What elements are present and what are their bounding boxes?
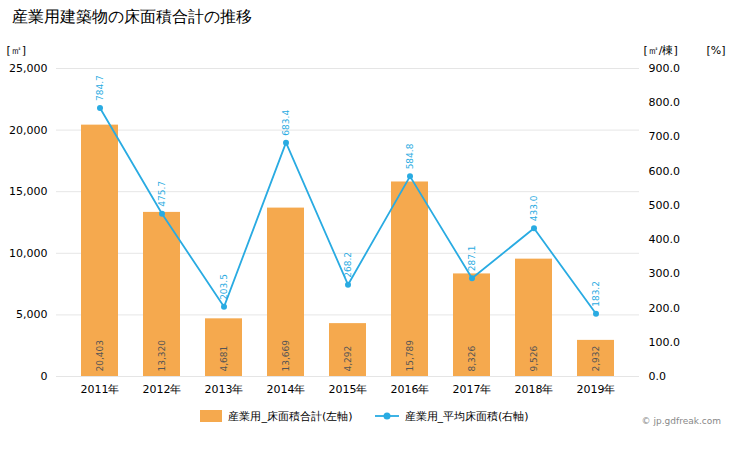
svg-text:[%]: [%] <box>706 44 725 57</box>
svg-text:2013年: 2013年 <box>205 383 244 396</box>
svg-text:2011年: 2011年 <box>81 383 120 396</box>
html-text:産業用_床面積合計(左軸): 産業用_床面積合計(左軸) <box>228 409 353 423</box>
svg-text:2017年: 2017年 <box>453 383 492 396</box>
svg-text:20,403: 20,403 <box>95 340 105 372</box>
svg-text:683.4: 683.4 <box>281 110 291 136</box>
svg-text:268.2: 268.2 <box>343 252 353 278</box>
svg-text:10,000: 10,000 <box>9 247 48 260</box>
svg-text:600.0: 600.0 <box>649 165 681 178</box>
svg-text:433.0: 433.0 <box>529 195 539 221</box>
svg-text:2012年: 2012年 <box>143 383 182 396</box>
svg-text:700.0: 700.0 <box>649 130 681 143</box>
svg-text:2015年: 2015年 <box>329 383 368 396</box>
svg-text:2016年: 2016年 <box>391 383 430 396</box>
svg-text:[㎡/棟]: [㎡/棟] <box>644 44 678 57</box>
html-text:産業用建築物の床面積合計の推移: 産業用建築物の床面積合計の推移 <box>12 7 252 26</box>
svg-text:784.7: 784.7 <box>95 75 105 101</box>
svg-text:800.0: 800.0 <box>649 96 681 109</box>
svg-text:2019年: 2019年 <box>577 383 616 396</box>
svg-text:500.0: 500.0 <box>649 199 681 212</box>
svg-text:100.0: 100.0 <box>649 336 681 349</box>
svg-text:0: 0 <box>41 370 48 383</box>
svg-text:475.7: 475.7 <box>157 181 167 207</box>
svg-text:200.0: 200.0 <box>649 302 681 315</box>
svg-text:13,320: 13,320 <box>157 340 167 372</box>
svg-text:8,326: 8,326 <box>467 345 477 371</box>
svg-text:25,000: 25,000 <box>9 62 48 75</box>
svg-text:20,000: 20,000 <box>9 124 48 137</box>
svg-text:9,526: 9,526 <box>529 345 539 371</box>
html-text:産業用_平均床面積(右軸): 産業用_平均床面積(右軸) <box>404 409 529 423</box>
html-text:© jp.gdfreak.com: © jp.gdfreak.com <box>641 416 721 426</box>
svg-text:2,932: 2,932 <box>591 346 601 372</box>
svg-text:400.0: 400.0 <box>649 233 681 246</box>
svg-text:15,000: 15,000 <box>9 185 48 198</box>
svg-text:[㎡]: [㎡] <box>7 44 27 57</box>
svg-text:287.1: 287.1 <box>467 245 477 271</box>
svg-text:900.0: 900.0 <box>649 62 681 75</box>
svg-text:183.2: 183.2 <box>591 281 601 307</box>
svg-text:300.0: 300.0 <box>649 267 681 280</box>
svg-text:4,292: 4,292 <box>343 346 353 372</box>
svg-text:2014年: 2014年 <box>267 383 306 396</box>
svg-text:4,681: 4,681 <box>219 346 229 372</box>
svg-text:0.0: 0.0 <box>649 370 667 383</box>
svg-text:13,669: 13,669 <box>281 340 291 372</box>
svg-text:5,000: 5,000 <box>16 308 48 321</box>
svg-text:584.8: 584.8 <box>405 143 415 169</box>
svg-text:203.5: 203.5 <box>219 274 229 300</box>
svg-text:15,789: 15,789 <box>405 340 415 372</box>
svg-text:2018年: 2018年 <box>515 383 554 396</box>
